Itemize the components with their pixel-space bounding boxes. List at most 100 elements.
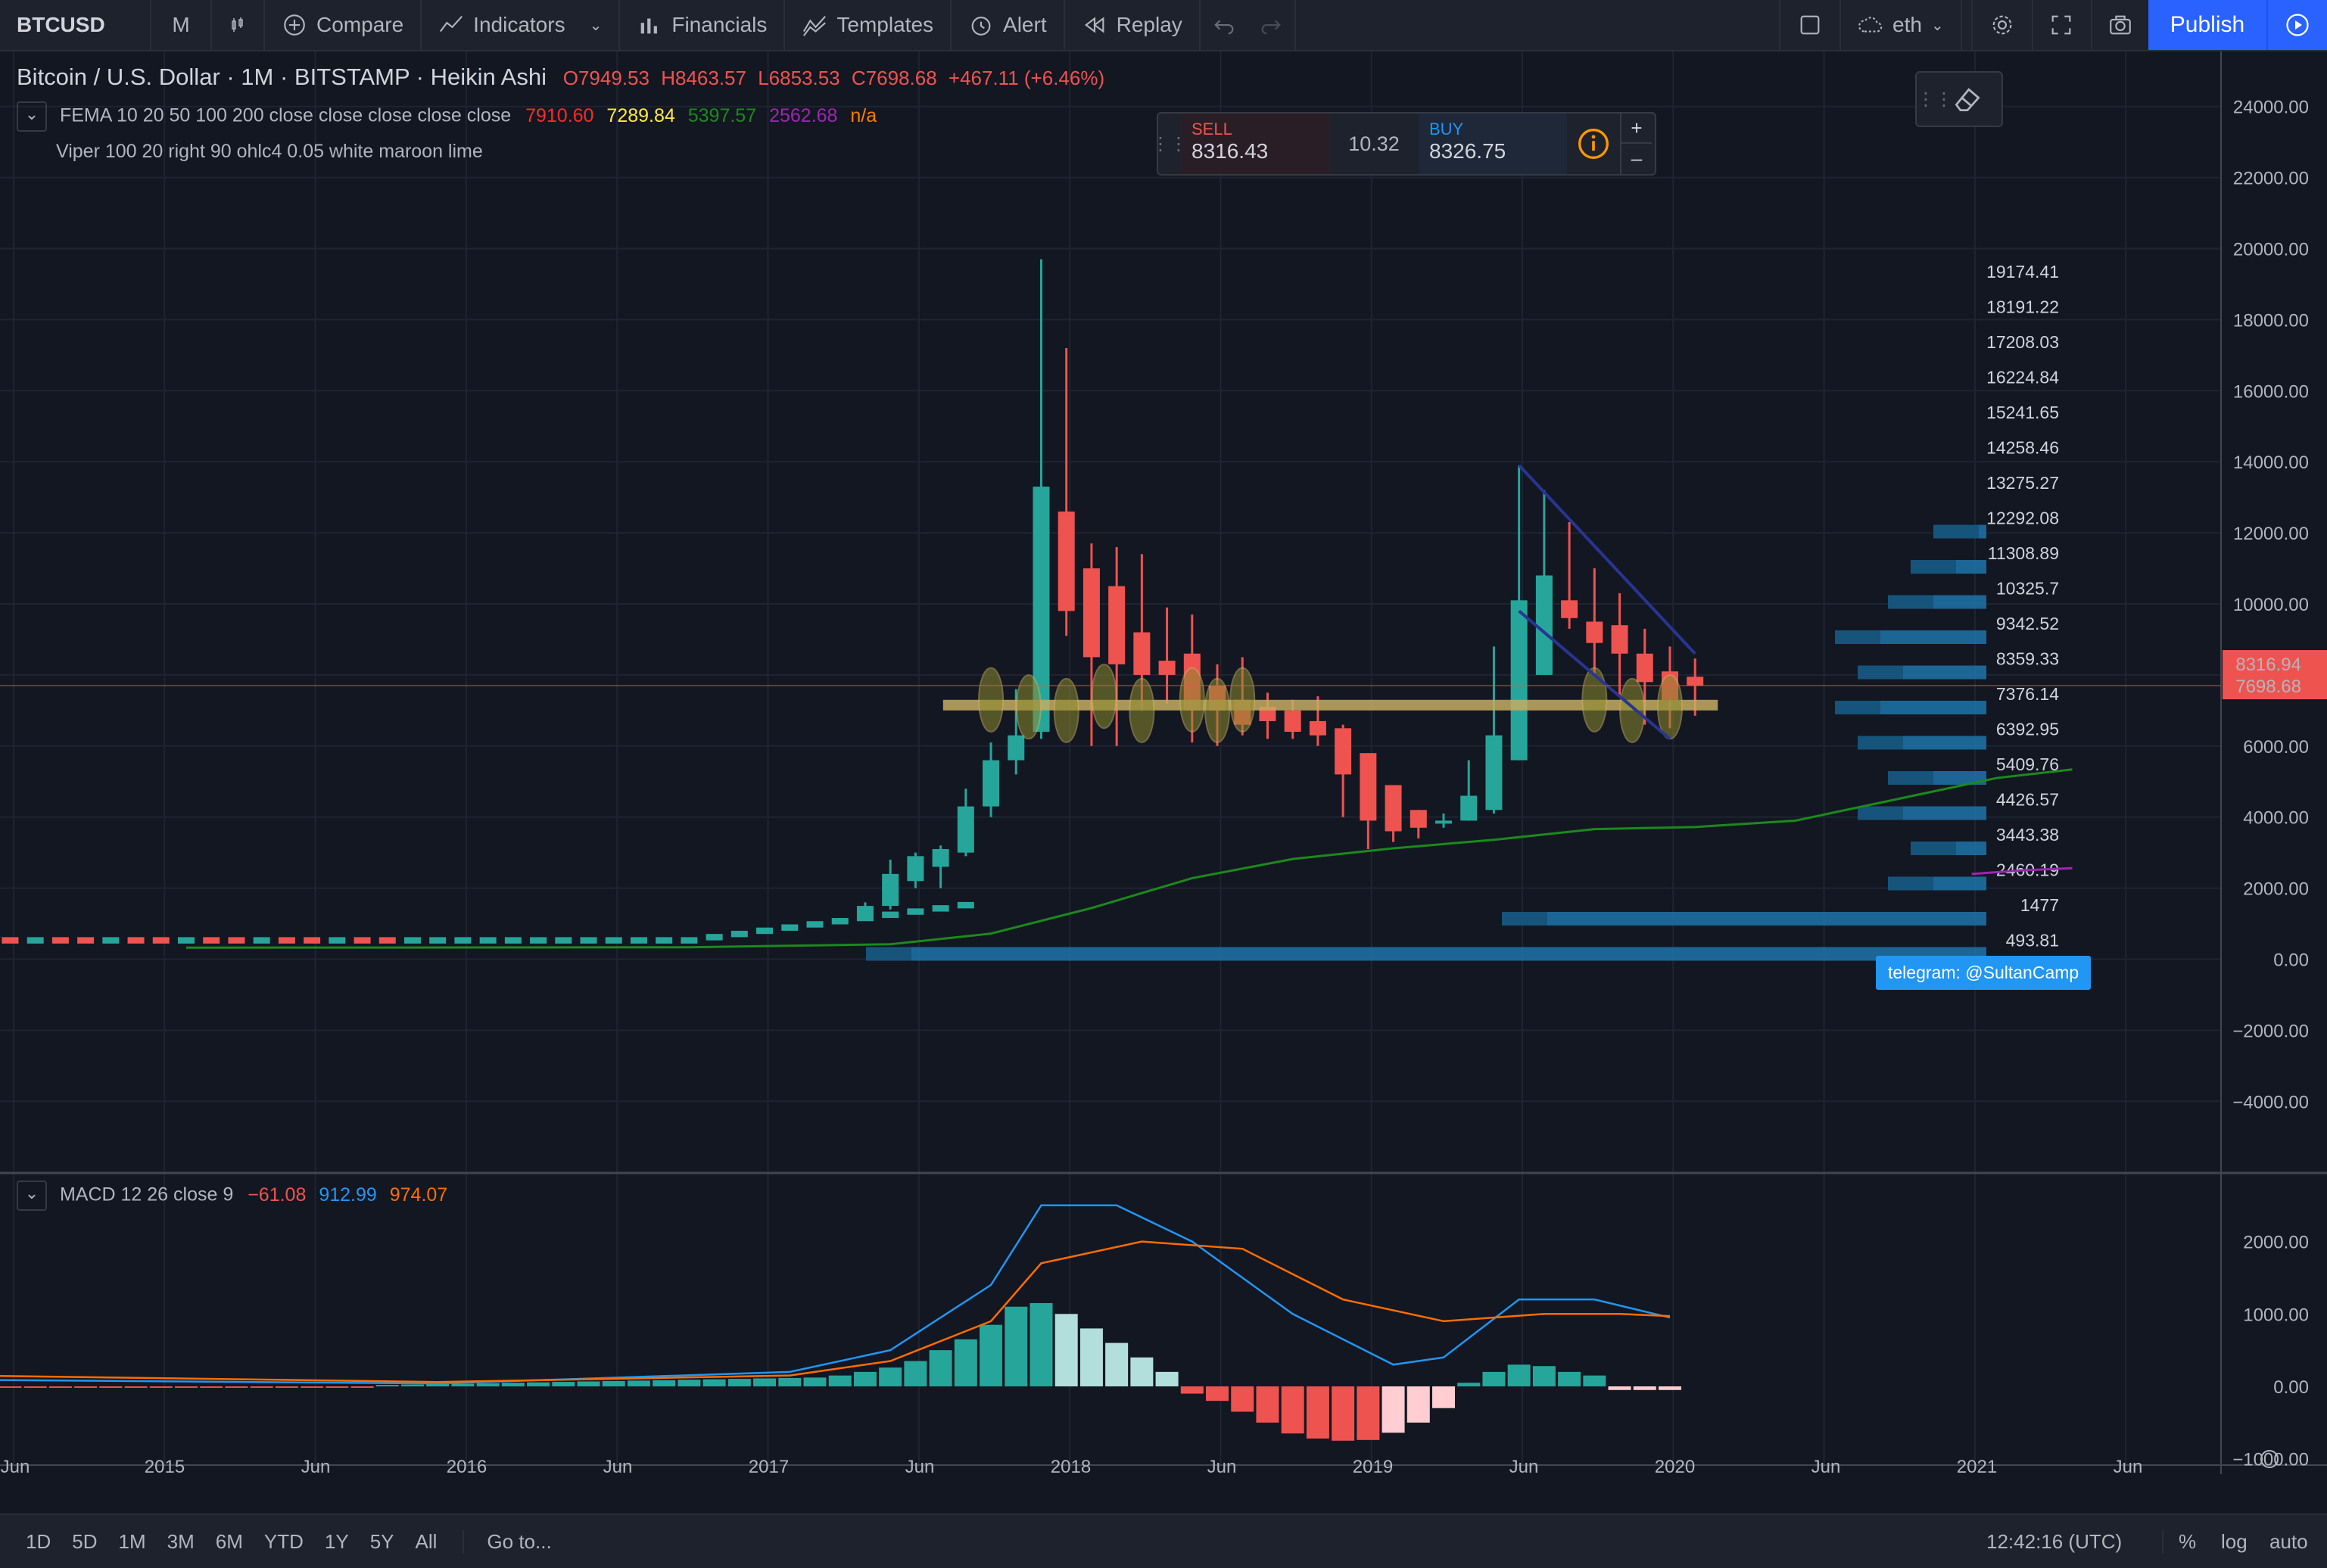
candle-body <box>1133 632 1151 675</box>
indicators-button[interactable]: Indicators ⌄ <box>422 0 621 50</box>
highlight-ellipse <box>1581 667 1608 733</box>
floating-drawing-toolbar: ⋮⋮ <box>1915 71 2003 127</box>
macd-legend[interactable]: ⌄ MACD 12 26 close 9 −61.08 912.99 974.0… <box>17 1181 447 1211</box>
publish-button[interactable]: Publish <box>2148 0 2266 50</box>
collapse-macd-button[interactable]: ⌄ <box>17 1181 47 1211</box>
range-1d[interactable]: 1D <box>26 1529 51 1553</box>
main-chart-svg[interactable]: 24000.00 22000.00 20000.00 18000.00 16000.00… <box>0 51 2327 1477</box>
candle-body <box>1008 735 1025 761</box>
macd-value-2: 912.99 <box>319 1184 377 1206</box>
sell-price-main: 8316. <box>1192 139 1245 163</box>
candle-body <box>781 924 799 931</box>
macd-histogram-bar <box>778 1377 802 1386</box>
settings-button[interactable] <box>1971 0 2033 50</box>
layout-button[interactable]: eth ⌄ <box>1841 0 1962 50</box>
highlight-ellipse <box>1091 664 1117 730</box>
macd-histogram-bar <box>1406 1386 1430 1423</box>
candle-body <box>152 937 170 944</box>
volume-profile-level: 5409.76 <box>1996 754 2059 774</box>
redo-button[interactable] <box>1248 0 1296 50</box>
time-axis-label: Jun <box>1207 1457 1237 1474</box>
range-1m[interactable]: 1M <box>118 1529 146 1553</box>
candle-body <box>278 937 295 944</box>
alert-button[interactable]: Alert <box>952 0 1065 50</box>
macd-histogram-bar <box>1583 1375 1606 1386</box>
viper-legend[interactable]: Viper 100 20 right 90 ohlc4 0.05 white m… <box>56 141 483 163</box>
drag-handle-icon[interactable]: ⋮⋮ <box>1917 89 1953 110</box>
time-axis-label: Jun <box>1 1457 30 1474</box>
auto-toggle[interactable]: auto <box>2269 1529 2308 1553</box>
plus-icon[interactable]: + <box>1621 114 1652 144</box>
templates-button[interactable]: Templates <box>785 0 952 50</box>
candle-body <box>1561 600 1578 618</box>
chart-area[interactable]: 24000.00 22000.00 20000.00 18000.00 16000.00… <box>0 51 2327 1477</box>
range-5d[interactable]: 5D <box>72 1529 98 1553</box>
candle-body <box>77 937 95 944</box>
candle-body <box>605 937 622 944</box>
macd-histogram-bar <box>23 1386 47 1388</box>
eraser-button[interactable] <box>1941 82 1994 116</box>
range-6m[interactable]: 6M <box>215 1529 243 1553</box>
macd-signal-line <box>0 1240 1671 1383</box>
range-ytd[interactable]: YTD <box>263 1529 304 1553</box>
range-1y[interactable]: 1Y <box>324 1529 349 1553</box>
volume-profile-bar <box>866 947 911 961</box>
fullscreen-select-button[interactable] <box>1779 0 1841 50</box>
gear-icon <box>1992 15 2012 35</box>
quantity-stepper[interactable]: + – <box>1620 114 1652 174</box>
goto-button[interactable]: Go to... <box>463 1529 562 1554</box>
macd-histogram-bar <box>527 1382 550 1386</box>
ohlc-open: O7949.53 <box>562 67 650 89</box>
replay-button[interactable]: Replay <box>1065 0 1201 50</box>
drag-handle-icon[interactable]: ⋮⋮ <box>1151 133 1188 154</box>
macd-histogram-bar <box>149 1386 173 1388</box>
range-3m[interactable]: 3M <box>167 1529 195 1553</box>
volume-profile-level: 14258.46 <box>1986 438 2059 458</box>
candle-body <box>127 937 145 944</box>
ohlc-change: +467.11 (+6.46%) <box>948 67 1105 89</box>
macd-histogram-bar <box>1281 1386 1304 1434</box>
macd-histogram-bar <box>929 1350 952 1386</box>
sell-button[interactable]: SELL 8316.43 <box>1181 114 1329 174</box>
candle-body <box>681 937 698 944</box>
range-all[interactable]: All <box>415 1529 438 1553</box>
chart-style-button[interactable] <box>212 0 265 50</box>
candle-body <box>580 937 597 944</box>
log-toggle[interactable]: log <box>2221 1529 2248 1553</box>
highlight-ellipse <box>1619 677 1646 743</box>
macd-histogram-bar <box>1030 1302 1053 1386</box>
financials-button[interactable]: Financials <box>620 0 786 50</box>
financials-label: Financials <box>671 13 768 36</box>
utc-clock[interactable]: 12:42:16 (UTC) <box>1986 1529 2123 1553</box>
volume-profile-level: 18191.22 <box>1986 297 2059 317</box>
collapse-legend-button[interactable]: ⌄ <box>17 101 47 132</box>
symbol-search[interactable]: BTCUSD <box>0 0 151 50</box>
percent-toggle[interactable]: % <box>2162 1529 2207 1554</box>
fullscreen-button[interactable] <box>2032 0 2092 50</box>
fema-legend[interactable]: ⌄ FEMA 10 20 50 100 200 close close clos… <box>17 101 877 132</box>
minus-icon[interactable]: – <box>1631 147 1643 170</box>
buy-sell-panel: ⋮⋮ SELL 8316.43 10.32 BUY 8326.75 + – <box>1151 112 1656 176</box>
buy-button[interactable]: BUY 8326.75 <box>1419 114 1567 174</box>
macd-histogram-bar <box>375 1385 399 1386</box>
volume-profile-bar <box>1888 595 1933 609</box>
macd-histogram-bar <box>1332 1386 1355 1441</box>
candle-body <box>1385 785 1402 832</box>
macd-histogram-bar <box>803 1377 827 1386</box>
macd-histogram-bar <box>954 1339 977 1386</box>
publish-play-button[interactable] <box>2266 0 2327 50</box>
info-button[interactable] <box>1567 114 1620 174</box>
candle-body <box>1360 753 1377 821</box>
undo-button[interactable] <box>1201 0 1248 50</box>
snapshot-button[interactable] <box>2091 0 2151 50</box>
candle-body <box>1435 820 1452 824</box>
candle-body <box>504 937 522 944</box>
compare-button[interactable]: Compare <box>265 0 422 50</box>
interval-button[interactable]: M <box>151 0 212 50</box>
range-5y[interactable]: 5Y <box>369 1529 394 1553</box>
macd-histogram-bar <box>451 1383 475 1386</box>
macd-histogram-bar <box>1130 1357 1154 1386</box>
highlight-ellipse <box>1015 674 1042 740</box>
sell-label: SELL <box>1192 120 1232 138</box>
time-axis-label: Jun <box>603 1457 633 1474</box>
